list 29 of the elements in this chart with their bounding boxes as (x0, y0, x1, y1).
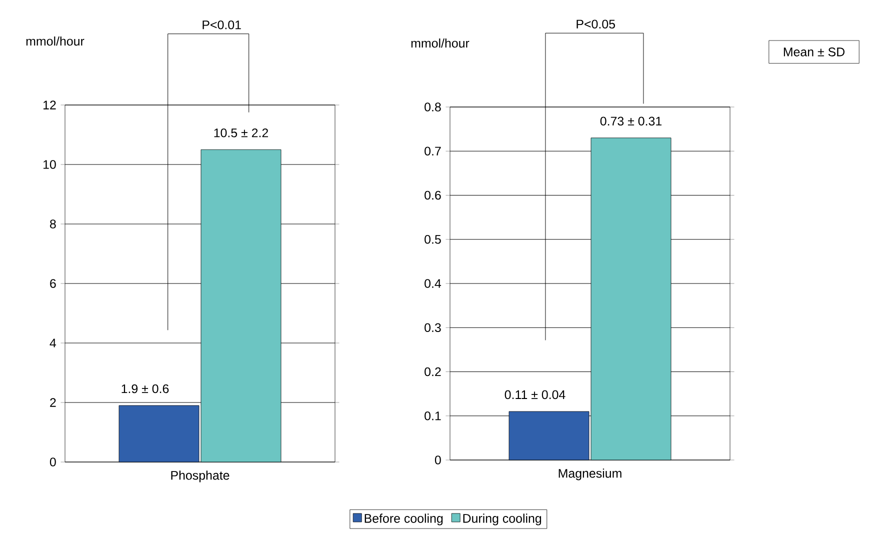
y-tick-label: 6 (50, 279, 56, 288)
y-tick-label: 0 (434, 456, 441, 464)
y-tick-label: 10 (44, 160, 56, 169)
y-tick-label: 0.5 (424, 234, 441, 244)
y-tick-label: 0.7 (424, 146, 441, 156)
y-tick-label: 4 (50, 338, 56, 348)
data-label: 0.73 ± 0.31 (600, 116, 662, 126)
x-tick-label: Magnesium (558, 468, 622, 480)
y-tick-label: 2 (50, 398, 56, 407)
y-tick-label: 0.1 (424, 411, 441, 420)
y-tick-label: 12 (44, 100, 56, 110)
data-label: 0.11 ± 0.04 (504, 390, 566, 400)
y-tick-label: 0.6 (424, 190, 441, 200)
y-axis-title: mmol/hour (411, 38, 470, 48)
text: P<0.01 (202, 20, 241, 30)
legend-label: Before cooling (364, 514, 443, 526)
y-tick-label: 0 (50, 458, 56, 466)
text: Mean ± SD (784, 48, 844, 56)
legend-label: During cooling (463, 514, 542, 526)
y-tick-label: 0.3 (424, 323, 441, 332)
data-label: 10.5 ± 2.2 (214, 128, 268, 138)
data-label: 1.9 ± 0.6 (122, 384, 169, 394)
y-tick-label: 0.2 (424, 367, 441, 376)
y-tick-label: 8 (50, 220, 56, 228)
y-tick-label: 0.4 (424, 279, 442, 288)
y-axis-title: mmol/hour (26, 36, 84, 46)
y-tick-label: 0.8 (424, 102, 441, 112)
x-tick-label: Phosphate (171, 470, 230, 482)
text: P<0.05 (576, 20, 615, 29)
